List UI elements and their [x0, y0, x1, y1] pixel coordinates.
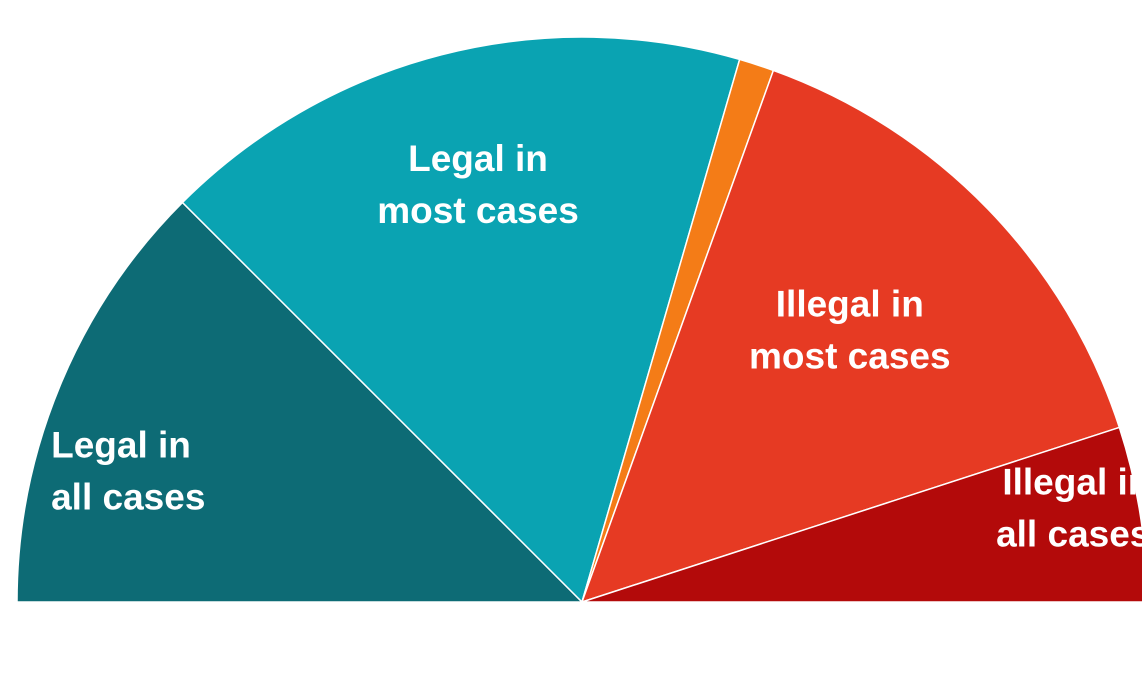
label-line: Illegal in: [1002, 462, 1142, 503]
label-line: Illegal in: [776, 283, 924, 324]
label-legal-in-all-cases: Legal in all cases: [51, 424, 205, 517]
label-line: all cases: [996, 514, 1142, 555]
slice-legal-in-most-cases: [181, 36, 741, 604]
slice-legal-in-all-cases: [16, 201, 584, 603]
label-legal-in-most-cases: Legal in most cases: [377, 138, 579, 231]
label-line: Legal in: [51, 424, 191, 465]
label-line: most cases: [749, 335, 951, 376]
label-illegal-in-all-cases: Illegal in all cases: [996, 462, 1142, 555]
label-line: all cases: [51, 476, 205, 517]
slices-group: [16, 36, 1142, 604]
label-line: most cases: [377, 190, 579, 231]
label-illegal-in-most-cases: Illegal in most cases: [749, 283, 951, 376]
slice-illegal-in-all-cases: [581, 426, 1142, 603]
slice-illegal-in-most-cases: [580, 69, 1121, 604]
label-line: Legal in: [408, 138, 548, 179]
